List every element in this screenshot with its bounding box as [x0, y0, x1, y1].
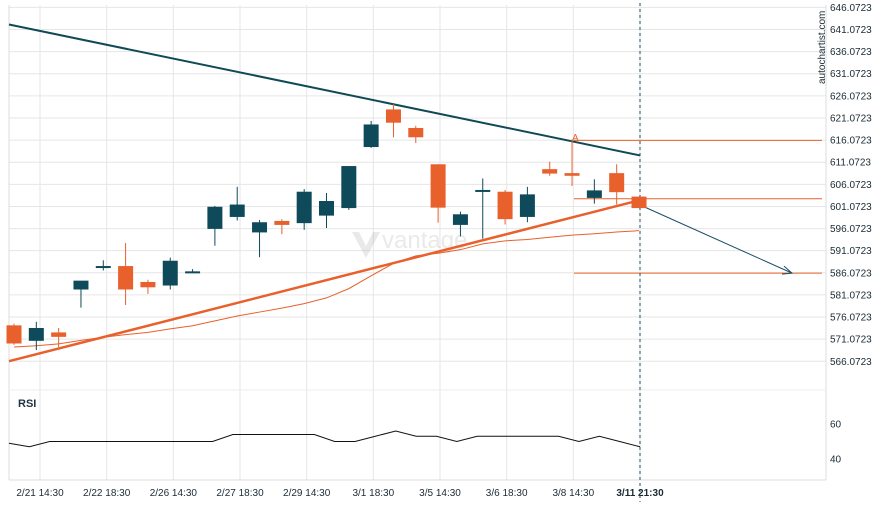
y-tick-label: 571.0723 [830, 335, 872, 346]
candle-body [185, 271, 201, 274]
forecast-arrow-head [781, 265, 794, 275]
y-tick-label: 646.0723 [830, 3, 872, 14]
x-tick-label: 3/8 14:30 [552, 488, 594, 499]
candle-body [542, 169, 558, 174]
candle-body [140, 281, 156, 288]
rsi-label: RSI [18, 398, 36, 410]
rsi-tick-label: 40 [830, 455, 842, 466]
rsi-axis-labels: 60 40 [830, 420, 842, 466]
candle-body [51, 332, 67, 337]
rsi-panel [8, 430, 641, 448]
y-tick-label: 626.0723 [830, 91, 872, 102]
y-axis-labels: 646.0723 641.0723 636.0723 631.0723 626.0723… [830, 3, 872, 368]
moving-average-line [13, 230, 640, 348]
moving-average-series [13, 230, 640, 348]
x-tick-label: 2/29 14:30 [283, 488, 331, 499]
watermark-icon [352, 232, 380, 258]
x-tick-label: 3/5 14:30 [419, 488, 461, 499]
x-tick-label: 2/26 14:30 [150, 488, 198, 499]
x-tick-label: 2/27 18:30 [216, 488, 264, 499]
candle-body [408, 128, 424, 138]
candle-body [475, 189, 491, 192]
y-tick-label: 566.0723 [830, 357, 872, 368]
y-tick-label: 601.0723 [830, 202, 872, 213]
x-tick-label: 2/21 14:30 [16, 488, 64, 499]
y-tick-label: 581.0723 [830, 290, 872, 301]
y-tick-label: 621.0723 [830, 113, 872, 124]
candle-body [28, 327, 44, 341]
y-tick-label: 606.0723 [830, 180, 872, 191]
y-tick-label: 576.0723 [830, 313, 872, 324]
candle-body [341, 166, 357, 209]
rsi-line [8, 430, 641, 448]
candle-body [6, 325, 22, 344]
y-tick-label: 596.0723 [830, 224, 872, 235]
resistance-trend-line [8, 23, 641, 157]
y-tick-label: 591.0723 [830, 246, 872, 257]
candle-body [609, 173, 625, 193]
x-tick-label: 3/1 18:30 [352, 488, 394, 499]
y-tick-label: 611.0723 [830, 158, 871, 169]
candle-body [252, 222, 268, 233]
candle-body [430, 164, 446, 208]
candle-body [162, 260, 178, 286]
x-axis-labels: 2/21 14:30 2/22 18:30 2/26 14:30 2/27 18:30… [16, 488, 664, 499]
candle-body [586, 190, 602, 198]
y-tick-label: 631.0723 [830, 69, 872, 80]
y-tick-label: 641.0723 [830, 25, 872, 36]
source-label: autochartist.com [817, 11, 828, 84]
grid-lines [8, 5, 827, 481]
watermark-logo: vantage [352, 227, 467, 258]
candle-body [385, 109, 401, 123]
candle-body [497, 191, 513, 220]
candle-body [319, 201, 334, 216]
candle-body [73, 280, 89, 290]
candle-body [564, 173, 580, 176]
candle-body [274, 220, 290, 225]
forecast-arrow-line [643, 206, 793, 274]
y-tick-label: 616.0723 [830, 136, 872, 147]
support-trend-line [8, 198, 641, 363]
candle-body [363, 124, 379, 148]
y-tick-label: 636.0723 [830, 47, 872, 58]
candle-body [207, 206, 223, 229]
watermark-text: vantage [382, 227, 467, 254]
trend-lines [8, 3, 822, 502]
candles [6, 104, 647, 351]
x-tick-label: 3/6 18:30 [486, 488, 528, 499]
rsi-tick-label: 60 [830, 420, 842, 431]
candle-body [631, 196, 647, 209]
x-tick-label: 2/22 18:30 [83, 488, 131, 499]
x-tick-label: 3/11 21:30 [616, 488, 664, 499]
candle-body [519, 194, 535, 217]
candle-body [296, 191, 312, 224]
candle-body [95, 266, 111, 269]
candle-body [452, 214, 468, 225]
pattern-point-label: A [572, 133, 579, 144]
y-tick-label: 586.0723 [830, 268, 872, 279]
candle-body [229, 204, 245, 217]
candle-body [118, 266, 134, 290]
